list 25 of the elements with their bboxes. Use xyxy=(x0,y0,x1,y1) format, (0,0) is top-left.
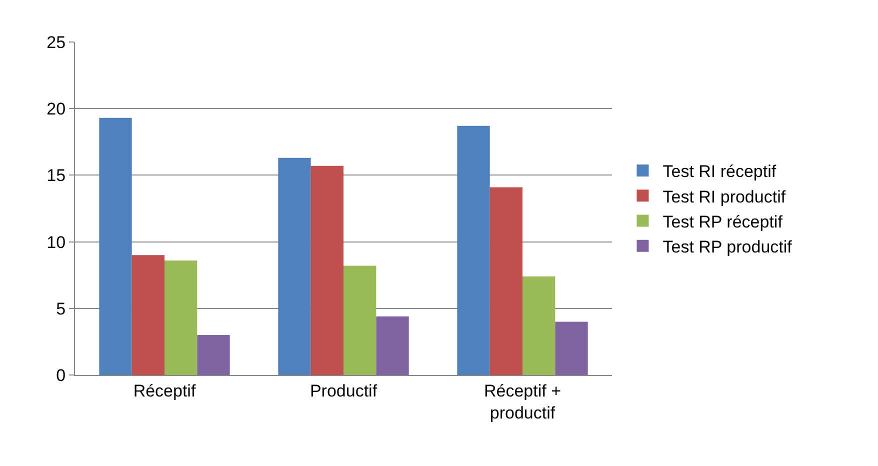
bar xyxy=(164,260,198,375)
bar xyxy=(132,255,164,375)
y-tick-label: 15 xyxy=(46,166,66,186)
y-tick-label: 5 xyxy=(56,299,66,318)
bar xyxy=(344,266,376,375)
bar xyxy=(522,276,556,375)
legend-label: Test RP productif xyxy=(662,237,792,256)
bar xyxy=(490,187,522,375)
bar xyxy=(310,166,344,375)
x-tick-label: Réceptif + productif xyxy=(484,381,562,422)
x-tick-label: Productif xyxy=(310,381,378,400)
legend-label: Test RP réceptif xyxy=(662,212,783,232)
bar xyxy=(376,316,409,375)
y-tick-label: 10 xyxy=(46,232,66,252)
legend-label: Test RI réceptif xyxy=(662,162,776,182)
bar xyxy=(278,158,311,375)
bar xyxy=(555,322,588,375)
bar xyxy=(457,126,490,375)
y-tick-label: 20 xyxy=(46,100,66,119)
y-tick-label: 0 xyxy=(56,366,66,385)
y-tick-label: 25 xyxy=(46,32,66,52)
legend-label: Test RI productif xyxy=(662,187,786,206)
bar xyxy=(197,335,230,375)
bar xyxy=(99,118,132,375)
x-tick-label: Réceptif xyxy=(133,381,196,400)
